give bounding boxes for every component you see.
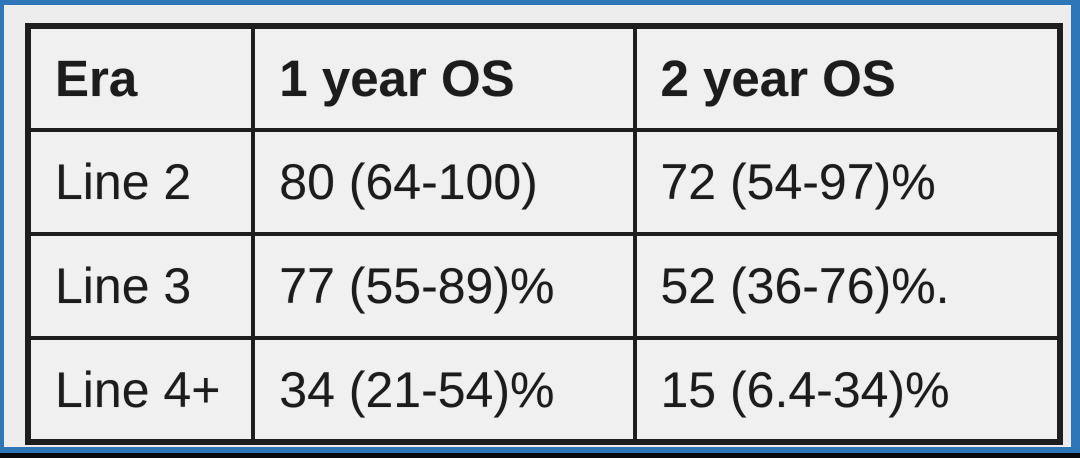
header-cell-era: Era [25, 24, 256, 132]
letterbox-bar [0, 453, 1080, 458]
cell-line2-1yr-os: 80 (64-100) [251, 128, 637, 236]
table-row-line3: Line 3 77 (55-89)% 52 (36-76)%. [25, 232, 1062, 340]
cell-line4plus-1yr-os: 34 (21-54)% [251, 336, 637, 444]
header-cell-1-year-os: 1 year OS [251, 24, 637, 132]
survival-table: Era 1 year OS 2 year OS Line 2 80 (64-10… [25, 23, 1063, 445]
cell-line4plus-era: Line 4+ [25, 336, 256, 444]
cell-line3-1yr-os: 77 (55-89)% [251, 232, 637, 340]
cell-line2-2yr-os: 72 (54-97)% [632, 128, 1062, 236]
cell-line3-2yr-os: 52 (36-76)%. [632, 232, 1062, 340]
table-header-row: Era 1 year OS 2 year OS [25, 24, 1062, 132]
cell-line2-era: Line 2 [25, 128, 256, 236]
header-cell-2-year-os: 2 year OS [632, 24, 1062, 132]
cell-line3-era: Line 3 [25, 232, 256, 340]
table-row-line4plus: Line 4+ 34 (21-54)% 15 (6.4-34)% [25, 336, 1062, 444]
table-row-line2: Line 2 80 (64-100) 72 (54-97)% [25, 128, 1062, 236]
cell-line4plus-2yr-os: 15 (6.4-34)% [632, 336, 1062, 444]
